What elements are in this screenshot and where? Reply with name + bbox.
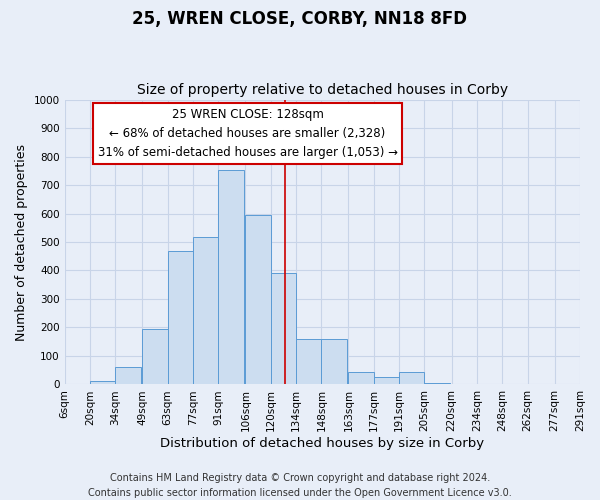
- Bar: [193, 237, 218, 384]
- Bar: [271, 274, 296, 384]
- Text: Contains HM Land Registry data © Crown copyright and database right 2024.
Contai: Contains HM Land Registry data © Crown c…: [88, 472, 512, 498]
- Bar: [374, 378, 399, 384]
- Bar: [142, 328, 167, 384]
- Text: 25 WREN CLOSE: 128sqm
← 68% of detached houses are smaller (2,328)
31% of semi-d: 25 WREN CLOSE: 128sqm ← 68% of detached …: [98, 108, 398, 159]
- Bar: [424, 383, 450, 384]
- Bar: [399, 372, 424, 384]
- Bar: [167, 250, 193, 384]
- Title: Size of property relative to detached houses in Corby: Size of property relative to detached ho…: [137, 83, 508, 97]
- Bar: [115, 367, 140, 384]
- Bar: [90, 381, 115, 384]
- Bar: [322, 339, 347, 384]
- Text: 25, WREN CLOSE, CORBY, NN18 8FD: 25, WREN CLOSE, CORBY, NN18 8FD: [133, 10, 467, 28]
- Bar: [218, 170, 244, 384]
- X-axis label: Distribution of detached houses by size in Corby: Distribution of detached houses by size …: [160, 437, 484, 450]
- Y-axis label: Number of detached properties: Number of detached properties: [15, 144, 28, 340]
- Bar: [296, 339, 322, 384]
- Bar: [245, 214, 271, 384]
- Bar: [349, 372, 374, 384]
